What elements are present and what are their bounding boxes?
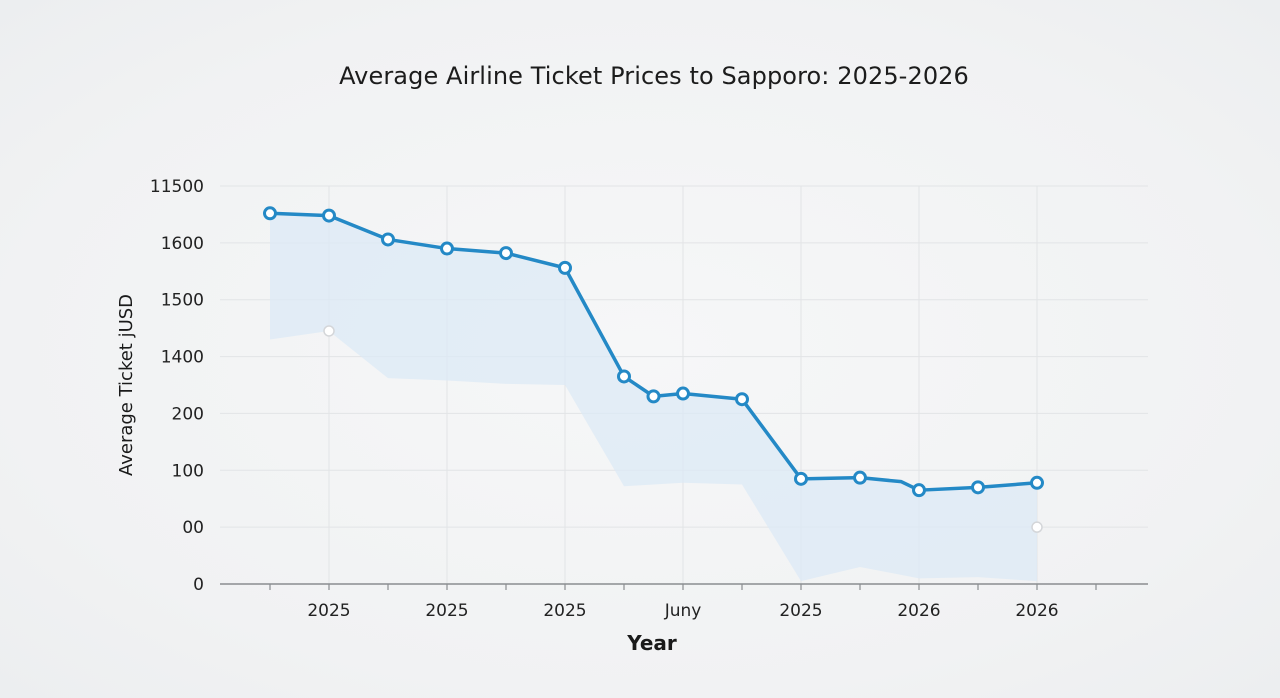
data-point-marker — [646, 389, 661, 404]
data-point-marker — [499, 246, 513, 261]
y-tick-label: 11500 — [150, 177, 204, 197]
data-point-marker — [853, 470, 867, 485]
data-point-marker — [322, 208, 336, 223]
data-point-marker — [1030, 475, 1044, 490]
chart-title: Average Airline Ticket Prices to Sapporo… — [339, 62, 969, 90]
y-tick-label: 1400 — [161, 348, 204, 368]
data-point-marker — [735, 392, 749, 407]
data-point-marker — [558, 260, 572, 275]
data-point-marker — [263, 206, 277, 221]
y-tick-label: 100 — [172, 461, 204, 481]
faint-data-point — [323, 325, 335, 337]
x-tick-label: 2025 — [543, 601, 586, 621]
data-point-marker — [676, 386, 690, 401]
y-tick-label: 1500 — [161, 291, 204, 311]
data-point-marker — [440, 241, 454, 256]
y-tick-label: 00 — [182, 518, 204, 538]
data-point-marker — [912, 483, 926, 498]
data-point-marker — [381, 232, 395, 247]
x-tick-label: Juny — [664, 601, 702, 621]
x-tick-label: 2025 — [307, 601, 350, 621]
series-line — [268, 211, 1039, 492]
y-tick-label: 1600 — [161, 234, 204, 254]
x-tick-label: 2026 — [897, 601, 940, 621]
faint-data-point — [1031, 521, 1043, 533]
y-axis-title: Average Ticket jUSD — [116, 294, 137, 476]
data-point-marker — [617, 369, 631, 384]
x-axis-title: Year — [626, 631, 677, 655]
x-tick-label: 2025 — [425, 601, 468, 621]
y-tick-label: 200 — [172, 404, 204, 424]
y-tick-label: 0 — [193, 575, 204, 595]
x-tick-label: 2025 — [779, 601, 822, 621]
data-point-marker — [794, 471, 808, 486]
x-tick-label: 2026 — [1015, 601, 1058, 621]
data-point-marker — [971, 480, 985, 495]
